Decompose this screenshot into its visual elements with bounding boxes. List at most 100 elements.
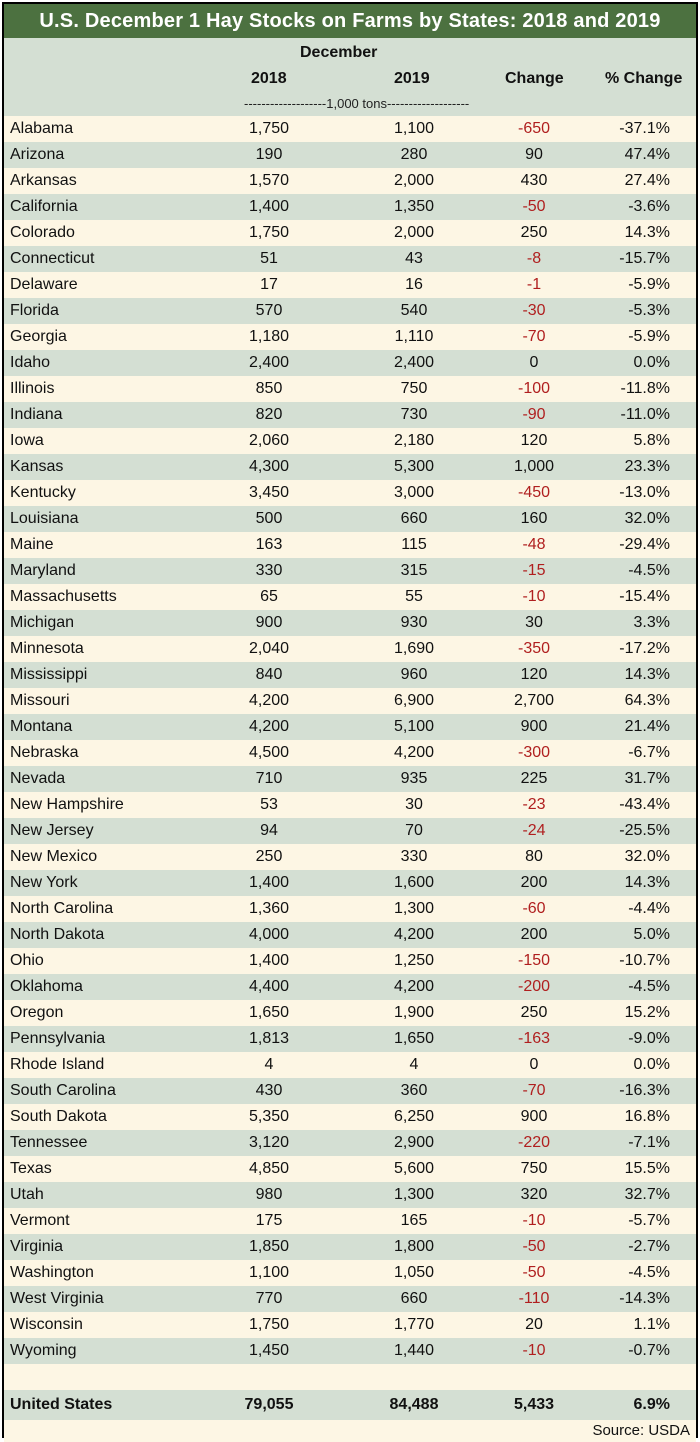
table-row: Delaware 17 16 -1 -5.9% — [4, 272, 696, 298]
state-cell: Georgia — [10, 328, 67, 345]
source-note: Source: USDA — [4, 1420, 696, 1442]
change-cell: 250 — [520, 1004, 548, 1021]
change-cell: 225 — [520, 770, 548, 787]
total-pct-change: 6.9% — [633, 1396, 670, 1413]
value-2019-cell: 960 — [400, 666, 428, 683]
value-2019-cell: 1,800 — [393, 1238, 435, 1255]
pct-change-cell: -3.6% — [628, 198, 670, 215]
table-body: Alabama 1,750 1,100 -650 -37.1% Arizona 190 280… — [4, 116, 696, 1364]
table-row: Iowa 2,060 2,180 120 5.8% — [4, 428, 696, 454]
pct-change-cell: 15.5% — [624, 1160, 670, 1177]
value-2019-cell: 4,200 — [393, 926, 435, 943]
pct-change-cell: 0.0% — [633, 354, 670, 371]
table-row: Tennessee 3,120 2,900 -220 -7.1% — [4, 1130, 696, 1156]
table-row: New Mexico 250 330 80 32.0% — [4, 844, 696, 870]
state-cell: Kansas — [10, 458, 64, 475]
pct-change-cell: -14.3% — [619, 1290, 670, 1307]
total-row: United States 79,055 84,488 5,433 6.9% — [4, 1390, 696, 1420]
change-cell: 1,000 — [513, 458, 555, 475]
value-2018-cell: 840 — [255, 666, 283, 683]
table-row: New Jersey 94 70 -24 -25.5% — [4, 818, 696, 844]
change-cell: -1 — [526, 276, 542, 293]
value-2019-cell: 730 — [400, 406, 428, 423]
value-2018-cell: 500 — [255, 510, 283, 527]
state-cell: Oklahoma — [10, 978, 83, 995]
table-row: Illinois 850 750 -100 -11.8% — [4, 376, 696, 402]
pct-change-cell: -4.4% — [628, 900, 670, 917]
state-cell: New Hampshire — [10, 796, 124, 813]
state-cell: Colorado — [10, 224, 75, 241]
change-cell: 320 — [520, 1186, 548, 1203]
value-2019-cell: 750 — [400, 380, 428, 397]
state-cell: Minnesota — [10, 640, 84, 657]
pct-change-cell: -25.5% — [619, 822, 670, 839]
change-cell: -23 — [522, 796, 546, 813]
table-row: Ohio 1,400 1,250 -150 -10.7% — [4, 948, 696, 974]
state-cell: New Jersey — [10, 822, 94, 839]
table-row: Pennsylvania 1,813 1,650 -163 -9.0% — [4, 1026, 696, 1052]
change-cell: -200 — [517, 978, 551, 995]
pct-change-cell: -29.4% — [619, 536, 670, 553]
pct-change-cell: 64.3% — [624, 692, 670, 709]
pct-change-cell: 32.7% — [624, 1186, 670, 1203]
table-row: New Hampshire 53 30 -23 -43.4% — [4, 792, 696, 818]
value-2018-cell: 2,060 — [248, 432, 290, 449]
table-row: Colorado 1,750 2,000 250 14.3% — [4, 220, 696, 246]
state-cell: Nevada — [10, 770, 66, 787]
table-row: South Dakota 5,350 6,250 900 16.8% — [4, 1104, 696, 1130]
change-cell: 0 — [529, 354, 539, 371]
state-cell: Louisiana — [10, 510, 79, 527]
value-2019-cell: 935 — [400, 770, 428, 787]
table-row: Virginia 1,850 1,800 -50 -2.7% — [4, 1234, 696, 1260]
value-2019-cell: 70 — [405, 822, 423, 839]
value-2019-cell: 1,900 — [393, 1004, 435, 1021]
value-2019-cell: 16 — [405, 276, 423, 293]
change-cell: 20 — [525, 1316, 543, 1333]
value-2019-cell: 360 — [400, 1082, 428, 1099]
table-row: Oregon 1,650 1,900 250 15.2% — [4, 1000, 696, 1026]
pct-change-cell: 31.7% — [624, 770, 670, 787]
change-cell: -70 — [522, 328, 546, 345]
change-cell: 430 — [520, 172, 548, 189]
value-2019-cell: 930 — [400, 614, 428, 631]
pct-change-cell: -5.9% — [628, 276, 670, 293]
change-cell: -163 — [517, 1030, 551, 1047]
value-2018-cell: 1,570 — [248, 172, 290, 189]
state-cell: Arizona — [10, 146, 65, 163]
value-2019-cell: 165 — [400, 1212, 428, 1229]
value-2018-cell: 820 — [255, 406, 283, 423]
total-2018: 79,055 — [244, 1396, 294, 1413]
value-2019-cell: 1,770 — [393, 1316, 435, 1333]
table-row: Florida 570 540 -30 -5.3% — [4, 298, 696, 324]
change-cell: -8 — [526, 250, 542, 267]
table-row: Connecticut 51 43 -8 -15.7% — [4, 246, 696, 272]
pct-change-cell: -4.5% — [628, 562, 670, 579]
table-row: Maine 163 115 -48 -29.4% — [4, 532, 696, 558]
source-text: Source: USDA — [592, 1422, 690, 1439]
state-cell: Texas — [10, 1160, 52, 1177]
value-2019-cell: 280 — [400, 146, 428, 163]
value-2018-cell: 1,650 — [248, 1004, 290, 1021]
change-cell: -90 — [522, 406, 546, 423]
value-2018-cell: 175 — [255, 1212, 283, 1229]
state-cell: Vermont — [10, 1212, 70, 1229]
change-cell: 0 — [529, 1056, 539, 1073]
change-cell: -50 — [522, 1264, 546, 1281]
state-cell: Missouri — [10, 692, 70, 709]
value-2018-cell: 4,300 — [248, 458, 290, 475]
state-cell: New York — [10, 874, 78, 891]
state-cell: Rhode Island — [10, 1056, 105, 1073]
state-cell: South Dakota — [10, 1108, 107, 1125]
value-2019-cell: 6,250 — [393, 1108, 435, 1125]
state-cell: Wyoming — [10, 1342, 77, 1359]
table-row: Wisconsin 1,750 1,770 20 1.1% — [4, 1312, 696, 1338]
pct-change-cell: -37.1% — [619, 120, 670, 137]
state-cell: Pennsylvania — [10, 1030, 106, 1047]
pct-change-cell: -43.4% — [619, 796, 670, 813]
state-cell: Washington — [10, 1264, 94, 1281]
pct-change-cell: 21.4% — [624, 718, 670, 735]
value-2018-cell: 4,400 — [248, 978, 290, 995]
value-2019-cell: 1,300 — [393, 900, 435, 917]
value-2019-cell: 115 — [401, 536, 427, 553]
pct-change-cell: 32.0% — [624, 510, 670, 527]
